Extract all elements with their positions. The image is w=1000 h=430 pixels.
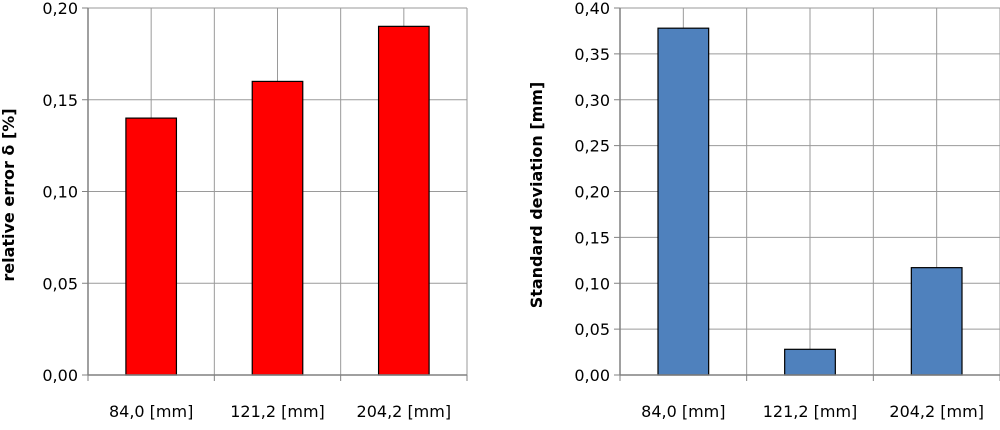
x-tick-label: 84,0 [mm] <box>641 402 725 421</box>
y-tick-label: 0,30 <box>574 91 610 110</box>
relative-error-chart: 0,00 0,05 0,10 0,15 0,20 84,0 [mm] 121,2 [mm]… <box>0 0 468 421</box>
y-tick-label: 0,15 <box>574 228 610 247</box>
bars <box>125 25 430 376</box>
y-tick-labels: 0,00 0,05 0,10 0,15 0,20 <box>42 0 78 385</box>
y-axis-title: Standard deviation [mm] <box>527 82 546 309</box>
y-tick-label: 0,35 <box>574 45 610 64</box>
y-tick-label: 0,10 <box>42 183 78 202</box>
bar <box>251 80 304 376</box>
y-tick-label: 0,05 <box>42 274 78 293</box>
x-tick-labels: 84,0 [mm] 121,2 [mm] 204,2 [mm] <box>109 402 451 421</box>
y-tick-label: 0,00 <box>42 366 78 385</box>
x-tick-labels: 84,0 [mm] 121,2 [mm] 204,2 [mm] <box>641 402 984 421</box>
x-tick-label: 204,2 [mm] <box>889 402 984 421</box>
x-tick-label: 121,2 [mm] <box>230 402 325 421</box>
y-tick-label: 0,20 <box>574 183 610 202</box>
y-tick-label: 0,15 <box>42 91 78 110</box>
x-tick-label: 84,0 [mm] <box>109 402 193 421</box>
x-tick-label: 204,2 [mm] <box>357 402 452 421</box>
bar <box>910 267 963 376</box>
bar <box>784 348 836 376</box>
bar <box>125 117 178 376</box>
y-tick-label: 0,25 <box>574 137 610 156</box>
bar <box>377 25 430 376</box>
axes <box>614 7 1000 381</box>
y-tick-label: 0,20 <box>42 0 78 18</box>
y-tick-label: 0,10 <box>574 274 610 293</box>
bars <box>657 27 963 376</box>
y-tick-label: 0,05 <box>574 320 610 339</box>
x-tick-label: 121,2 [mm] <box>763 402 858 421</box>
y-axis-title: relative error δ [%] <box>0 108 18 281</box>
y-tick-label: 0,40 <box>574 0 610 18</box>
axes <box>82 7 468 381</box>
y-tick-label: 0,00 <box>574 366 610 385</box>
bar <box>657 27 710 376</box>
y-tick-labels: 0,00 0,05 0,10 0,15 0,20 0,25 0,30 0,35 0,40 <box>574 0 610 385</box>
standard-deviation-chart: 0,00 0,05 0,10 0,15 0,20 0,25 0,30 0,35 0,40 84,… <box>527 0 1000 421</box>
